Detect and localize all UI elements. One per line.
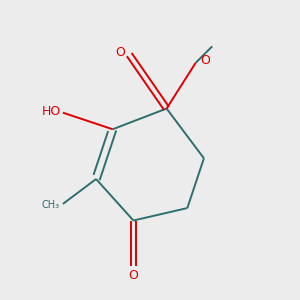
- Text: O: O: [115, 46, 125, 59]
- Text: O: O: [128, 269, 138, 282]
- Text: CH₃: CH₃: [41, 200, 59, 210]
- Text: O: O: [200, 54, 210, 67]
- Text: HO: HO: [42, 105, 61, 118]
